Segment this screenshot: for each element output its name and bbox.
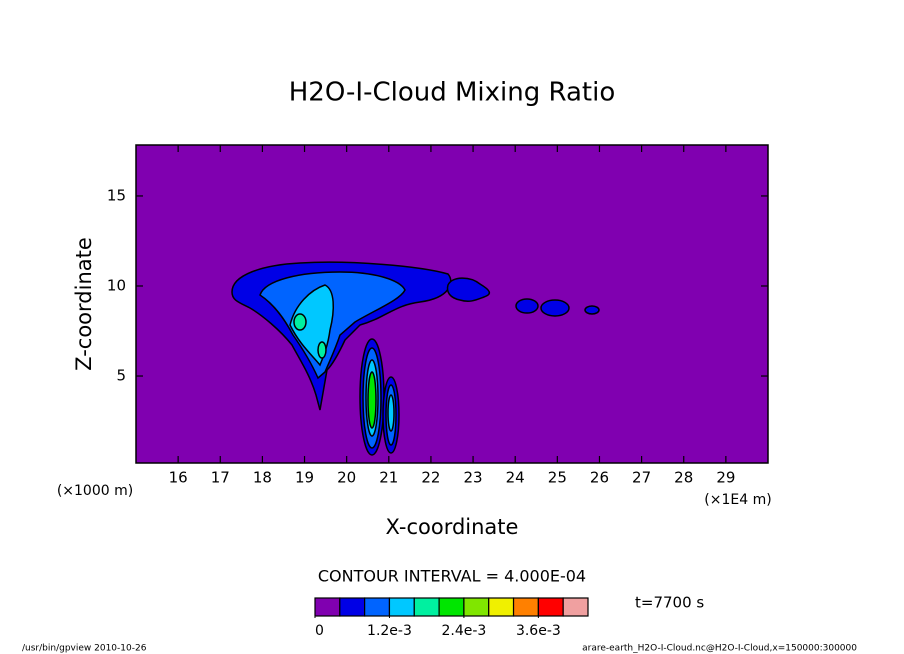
x-tick-label: 20 <box>337 469 356 487</box>
colorbar-box <box>463 597 490 617</box>
contour-region <box>317 341 327 359</box>
colorbar-box <box>562 597 589 617</box>
contour-region <box>540 299 570 317</box>
x-tick-label: 27 <box>632 469 651 487</box>
contour-region <box>387 394 395 432</box>
x-tick-label: 17 <box>211 469 230 487</box>
colorbar-box <box>413 597 440 617</box>
y-unit-note: (×1000 m) <box>57 483 133 499</box>
contour-region <box>259 271 406 380</box>
x-tick-label: 29 <box>716 469 735 487</box>
x-axis-label: X-coordinate <box>386 515 519 539</box>
x-tick-label: 22 <box>421 469 440 487</box>
contour-interval: CONTOUR INTERVAL = 4.000E-04 <box>318 567 586 586</box>
colorbar-tick-label: 1.2e-3 <box>367 623 412 639</box>
contour-region <box>367 371 377 429</box>
y-tick-label: 10 <box>107 276 126 294</box>
x-tick-label: 18 <box>253 469 272 487</box>
x-tick-label: 19 <box>295 469 314 487</box>
y-tick-label: 5 <box>116 367 126 385</box>
x-tick-label: 21 <box>379 469 398 487</box>
contour-region <box>446 277 491 302</box>
x-tick-label: 28 <box>674 469 693 487</box>
x-unit-note: (×1E4 m) <box>704 492 771 508</box>
y-tick-label: 15 <box>107 186 126 204</box>
y-axis-label: Z-coordinate <box>72 237 96 371</box>
colorbar-tick-label: 3.6e-3 <box>516 623 561 639</box>
colorbar-box <box>364 597 391 617</box>
footer-right: arare-earth_H2O-I-Cloud.nc@H2O-I-Cloud,x… <box>582 644 857 654</box>
colorbar-tick-label: 0 <box>315 623 324 639</box>
x-tick-label: 23 <box>464 469 483 487</box>
contour-fields <box>231 261 600 456</box>
contour-region <box>515 298 539 314</box>
colorbar-box <box>339 597 366 617</box>
contour-region <box>293 313 307 331</box>
time-note: t=7700 s <box>635 594 704 612</box>
colorbar-box <box>537 597 564 617</box>
contour-region <box>584 305 600 315</box>
colorbar-box <box>512 597 539 617</box>
footer-left: /usr/bin/gpview 2010-10-26 <box>22 644 147 654</box>
x-tick-label: 26 <box>590 469 609 487</box>
colorbar-tick-label: 2.4e-3 <box>441 623 486 639</box>
chart-title: H2O-I-Cloud Mixing Ratio <box>289 78 616 108</box>
plot-frame <box>135 144 769 464</box>
plot-background <box>136 145 768 463</box>
x-tick-label: 16 <box>169 469 188 487</box>
colorbar-box <box>388 597 415 617</box>
colorbar-box <box>488 597 515 617</box>
colorbar-box <box>314 597 341 617</box>
colorbar-box <box>438 597 465 617</box>
x-tick-label: 25 <box>548 469 567 487</box>
x-tick-label: 24 <box>506 469 525 487</box>
